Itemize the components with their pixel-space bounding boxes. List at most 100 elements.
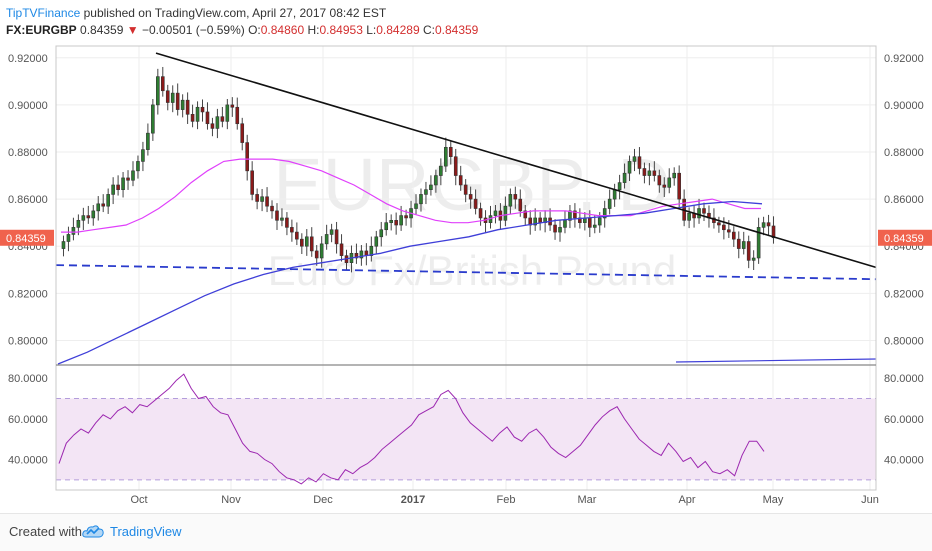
candle-body xyxy=(727,229,731,233)
close-label: C: xyxy=(422,23,435,37)
candle-body xyxy=(106,194,110,207)
candle-body xyxy=(746,241,751,261)
y-tick-label-right: 0.82000 xyxy=(884,288,924,300)
candle-body xyxy=(766,222,771,227)
candle-body xyxy=(751,257,756,261)
candle-body xyxy=(453,156,458,176)
candle-body xyxy=(394,220,398,226)
y-tick-label-left: 0.80000 xyxy=(8,335,48,347)
candle-body xyxy=(568,210,572,221)
candle-body xyxy=(180,99,185,110)
candle-body xyxy=(359,250,364,259)
low-label: L: xyxy=(366,23,377,37)
footer: Created with TradingView xyxy=(0,513,932,551)
candle-body xyxy=(290,227,294,233)
chart-canvas[interactable]: EURGBP, D Euro Fx/British Pound Oct Nov De… xyxy=(0,0,932,512)
candle-body xyxy=(429,184,433,190)
candle-body xyxy=(71,227,76,235)
candle-body xyxy=(478,208,483,219)
candle-body xyxy=(151,104,155,134)
candle-body xyxy=(61,241,66,249)
candle-body xyxy=(185,99,190,115)
indicator-lines xyxy=(55,52,877,365)
candle-body xyxy=(220,116,225,122)
candle-body xyxy=(300,238,304,247)
y-tick-label-left: 0.82000 xyxy=(8,288,48,300)
candle-body xyxy=(434,175,438,186)
candle-body xyxy=(314,250,319,259)
candle-body xyxy=(677,172,681,200)
tradingview-link[interactable]: TradingView xyxy=(110,524,182,539)
candle-body xyxy=(111,184,115,195)
candle-body xyxy=(76,220,81,228)
candle-body xyxy=(304,236,309,247)
y-tick-label-right: 0.80000 xyxy=(884,335,924,347)
last-price: 0.84359 xyxy=(80,23,124,37)
price-tag-right xyxy=(878,229,932,246)
high-value: 0.84953 xyxy=(319,23,363,37)
candle-body xyxy=(399,215,403,226)
candle-body xyxy=(81,215,86,221)
y-tick-label-left: 0.92000 xyxy=(8,53,48,65)
watermark-symbol: EURGBP, D xyxy=(273,143,671,226)
candle-body xyxy=(702,208,706,214)
candle-body xyxy=(771,225,776,239)
x-tick-label: Apr xyxy=(678,494,695,506)
candle-body xyxy=(354,252,359,259)
candle-body xyxy=(116,184,120,190)
support-line xyxy=(55,264,877,281)
candle-body xyxy=(463,184,468,195)
candle-body xyxy=(265,196,269,207)
price-tag-left xyxy=(0,229,54,246)
published-info: published on TradingView.com, April 27, … xyxy=(83,6,387,20)
candle-body xyxy=(329,229,334,235)
candle-body xyxy=(200,106,205,113)
x-tick-label: Mar xyxy=(578,494,597,506)
candle-body xyxy=(756,227,761,259)
candle-body xyxy=(448,146,453,158)
candle-body xyxy=(652,170,657,176)
y-tick-label-right: 0.88000 xyxy=(884,147,924,159)
rsi-tick-label-left: 80.0000 xyxy=(8,373,48,385)
candle-body xyxy=(205,111,210,125)
candle-body xyxy=(468,194,473,200)
candle-body xyxy=(493,210,498,216)
rsi-tick-label-left: 40.0000 xyxy=(8,455,48,467)
candle-body xyxy=(260,196,264,202)
candle-body xyxy=(717,222,721,226)
candle-body xyxy=(146,132,150,150)
candle-body xyxy=(280,217,284,221)
down-arrow-icon: ▼ xyxy=(126,23,139,37)
x-tick-label: Nov xyxy=(221,494,241,506)
candle-body xyxy=(523,210,528,219)
close-value: 0.84359 xyxy=(434,23,479,37)
candle-body xyxy=(319,243,324,259)
open-value: 0.84860 xyxy=(260,23,305,37)
candle-body xyxy=(419,194,423,205)
rsi-band xyxy=(56,398,876,480)
candle-body xyxy=(275,210,279,221)
candle-body xyxy=(136,161,140,172)
price-tag-left-text: 0.84359 xyxy=(6,233,46,245)
candle-body xyxy=(508,194,513,207)
candle-body xyxy=(538,217,542,223)
candle-body xyxy=(374,236,379,247)
candle-body xyxy=(369,245,374,256)
chart-frame xyxy=(55,45,877,491)
rsi-line xyxy=(58,373,765,485)
candle-body xyxy=(424,189,428,195)
author-link[interactable]: TipTVFinance xyxy=(6,6,81,20)
candle-body xyxy=(518,198,523,212)
candle-body xyxy=(622,172,627,183)
rsi-tick-label-right: 60.0000 xyxy=(884,414,924,426)
x-tick-label: 2017 xyxy=(401,494,425,506)
candle-body xyxy=(230,104,235,108)
candle-body xyxy=(573,210,577,219)
candle-body xyxy=(602,208,607,219)
price-tag-right-text: 0.84359 xyxy=(884,233,924,245)
y-tick-label-right: 0.86000 xyxy=(884,194,924,206)
candle-body xyxy=(141,149,145,162)
candle-body xyxy=(657,175,662,186)
candle-body xyxy=(612,189,617,200)
candle-body xyxy=(66,234,71,242)
